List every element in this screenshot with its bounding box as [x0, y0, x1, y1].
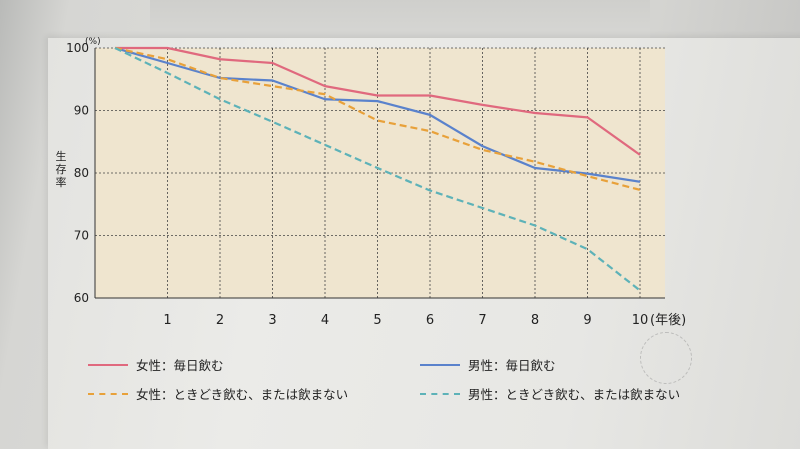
y-tick-label: 60 [74, 291, 89, 305]
x-tick-label: 10 [632, 313, 649, 328]
y-tick-label: 70 [74, 229, 89, 243]
legend-swatch [420, 392, 460, 395]
legend-swatch [88, 363, 128, 366]
x-tick-label: 3 [268, 313, 276, 328]
x-tick-label: 1 [163, 313, 171, 328]
legend-item-male-daily: 男性：毎日飲む [420, 355, 556, 374]
stamp-mark [640, 332, 692, 384]
y-tick-label: 80 [74, 166, 89, 180]
x-tick-label: 7 [478, 313, 486, 328]
series-line-2 [114, 46, 641, 191]
y-tick-label: 100 [66, 41, 89, 55]
x-tick-label: 4 [321, 313, 329, 328]
x-tick-label: 2 [216, 313, 224, 328]
series-line-1 [114, 46, 641, 183]
y-axis-label: 生存率 [55, 150, 67, 189]
x-unit-label: (年後) [650, 313, 686, 328]
legend-swatch [420, 363, 460, 366]
legend-swatch [88, 392, 128, 395]
legend-label: 男性：ときどき飲む、または飲まない [468, 387, 681, 402]
legend-item-male-occasional: 男性：ときどき飲む、または飲まない [420, 384, 680, 403]
x-tick-label: 8 [531, 313, 539, 328]
legend-label: 男性：毎日飲む [468, 358, 556, 373]
legend-label: 女性：ときどき飲む、または飲まない [136, 387, 349, 402]
y-unit-label: (%) [85, 37, 101, 47]
series-line-0 [115, 46, 641, 156]
x-tick-label: 9 [583, 313, 591, 328]
y-tick-label: 90 [74, 104, 89, 118]
legend-item-female-occasional: 女性：ときどき飲む、または飲まない [88, 384, 348, 403]
background-sheet [150, 0, 650, 45]
series-line-3 [114, 47, 641, 292]
x-tick-label: 6 [426, 313, 434, 328]
x-tick-label: 5 [373, 313, 381, 328]
legend-label: 女性：毎日飲む [136, 358, 224, 373]
legend-item-female-daily: 女性：毎日飲む [88, 355, 224, 374]
